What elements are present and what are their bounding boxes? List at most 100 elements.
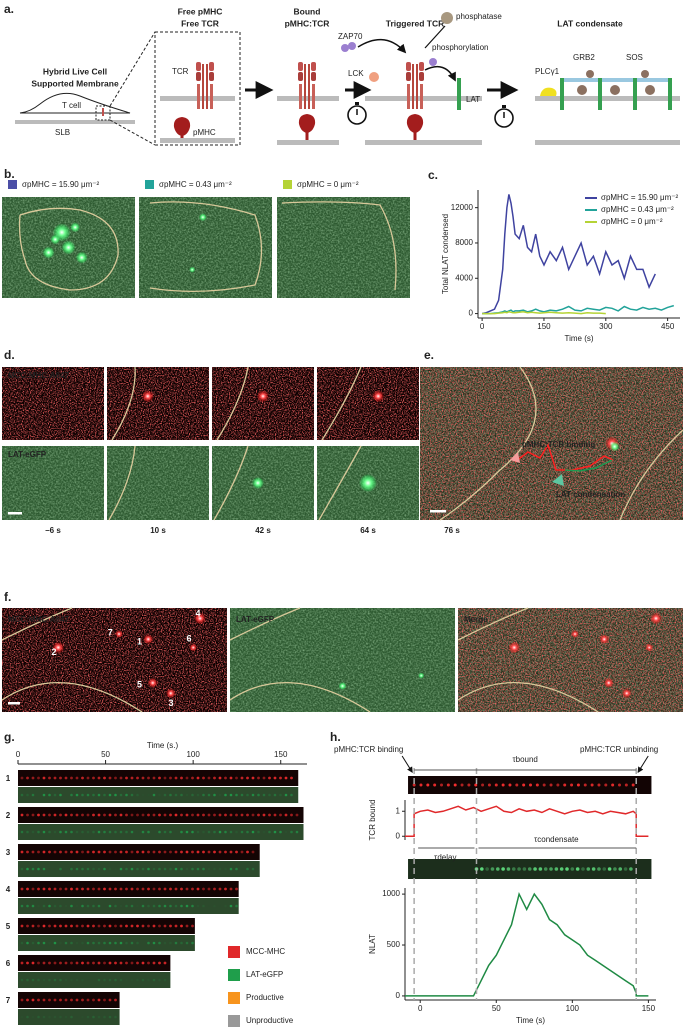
kymo-dot	[196, 830, 200, 834]
kymo-dot	[81, 924, 84, 928]
kymo-dot	[42, 998, 46, 1002]
kymo-dot	[97, 978, 101, 982]
spot-number: 1	[137, 637, 142, 647]
kymo-dot	[191, 813, 194, 817]
kymo-dot	[586, 867, 591, 871]
kymo-dot	[92, 850, 95, 854]
kymo-dot	[136, 867, 139, 871]
legend-label: σpMHC = 15.90 μm⁻²	[601, 193, 678, 202]
panel-a: a. Hybrid Live Cell Supported Membrane T…	[4, 2, 680, 146]
stage-title: Free TCR	[181, 18, 219, 28]
series-line	[482, 311, 606, 315]
kymo-dot	[147, 793, 150, 797]
kymo-dot	[538, 867, 543, 871]
kymo-dot	[48, 998, 51, 1002]
fluor-spot	[194, 612, 206, 625]
kymo-dot	[92, 813, 95, 817]
kymo-dot	[97, 867, 101, 871]
kymo-dot	[64, 998, 68, 1002]
cell-outline	[216, 366, 249, 441]
kymo-dot	[48, 850, 51, 854]
kymo-dot	[108, 1015, 112, 1019]
kymo-dot	[81, 1015, 84, 1019]
kymo-dot	[42, 978, 46, 982]
kymo-dot	[213, 850, 216, 854]
kymo-dot	[103, 887, 106, 891]
kymo-dot	[446, 783, 450, 787]
kymo-dot	[86, 830, 90, 834]
membrane	[535, 140, 680, 145]
channel-label: MCC:MHC-A647	[8, 371, 69, 380]
kymo-dot	[59, 813, 62, 817]
kymo-dot	[92, 776, 95, 780]
kymo-dot	[119, 867, 123, 871]
kymo-dot	[251, 867, 255, 871]
kymo-dot	[130, 850, 134, 854]
kymo-dot	[147, 813, 150, 817]
kymo-dot	[92, 867, 95, 871]
fluor-spot	[338, 682, 347, 690]
kymo-dot	[185, 941, 189, 945]
kymo-dot	[70, 961, 73, 965]
kymo-dot	[180, 830, 183, 834]
kymo-dot	[81, 998, 84, 1002]
cell-outline	[1, 607, 143, 713]
kymo-dot	[570, 783, 574, 787]
kymo-dot	[141, 887, 145, 891]
legend-label: σpMHC = 0.43 μm⁻²	[159, 180, 232, 189]
kymo-dot	[31, 1015, 35, 1019]
kymo-dot	[26, 776, 29, 780]
kymo-dot	[191, 904, 194, 908]
kymo-dot	[26, 924, 29, 928]
kymo-dot	[235, 793, 238, 797]
kymo-dot	[97, 961, 101, 965]
kymo-dot	[460, 783, 464, 787]
fluor-spot	[198, 213, 207, 222]
kymo-dot	[246, 850, 249, 854]
cell-outline	[149, 201, 263, 292]
zap70	[429, 58, 437, 66]
text: SLB	[55, 128, 70, 137]
kymo-dot	[480, 867, 484, 871]
tcr	[298, 62, 316, 109]
kymo-dot	[279, 830, 282, 834]
kymo-dot	[75, 924, 79, 928]
kymo-dot	[114, 793, 117, 797]
x-tick-label: 0	[16, 750, 21, 759]
tcr-mini	[102, 108, 104, 116]
fluor-spot	[599, 634, 610, 645]
kymo-dot	[224, 793, 227, 797]
fluor-spot	[609, 441, 620, 452]
kymo-dot	[31, 793, 35, 797]
kymo-dot	[174, 904, 178, 908]
kymo-dot	[412, 783, 416, 787]
kymo-dot	[229, 867, 233, 871]
trace-binding	[514, 443, 614, 471]
annotation: pMHC:TCR unbinding	[580, 745, 658, 754]
kymo-dot	[130, 830, 134, 834]
kymo-dot	[213, 904, 216, 908]
kymo-dot	[147, 850, 150, 854]
kymo-dot	[37, 850, 40, 854]
fluor-spot	[359, 474, 377, 492]
kymo-dot	[119, 830, 123, 834]
lat-tails	[564, 78, 668, 82]
x-tick-label: 50	[492, 1004, 501, 1013]
kymo-dot	[207, 813, 211, 817]
panel-label: c.	[428, 168, 438, 182]
kymo-dot	[86, 941, 90, 945]
kymo-dot	[191, 941, 194, 945]
kymo-dot	[42, 961, 46, 965]
x-tick-label: 450	[661, 322, 675, 331]
kymo-dot	[97, 887, 101, 891]
kymo-dot	[53, 904, 57, 908]
time-label: –6 s	[45, 526, 61, 535]
kymo-dot	[114, 978, 117, 982]
kymo-dot	[185, 850, 189, 854]
kymo-dot	[522, 867, 527, 871]
kymo-dot	[169, 776, 172, 780]
kymo-dot	[240, 776, 244, 780]
zoom-line	[109, 119, 156, 146]
kymo-dot	[163, 924, 167, 928]
